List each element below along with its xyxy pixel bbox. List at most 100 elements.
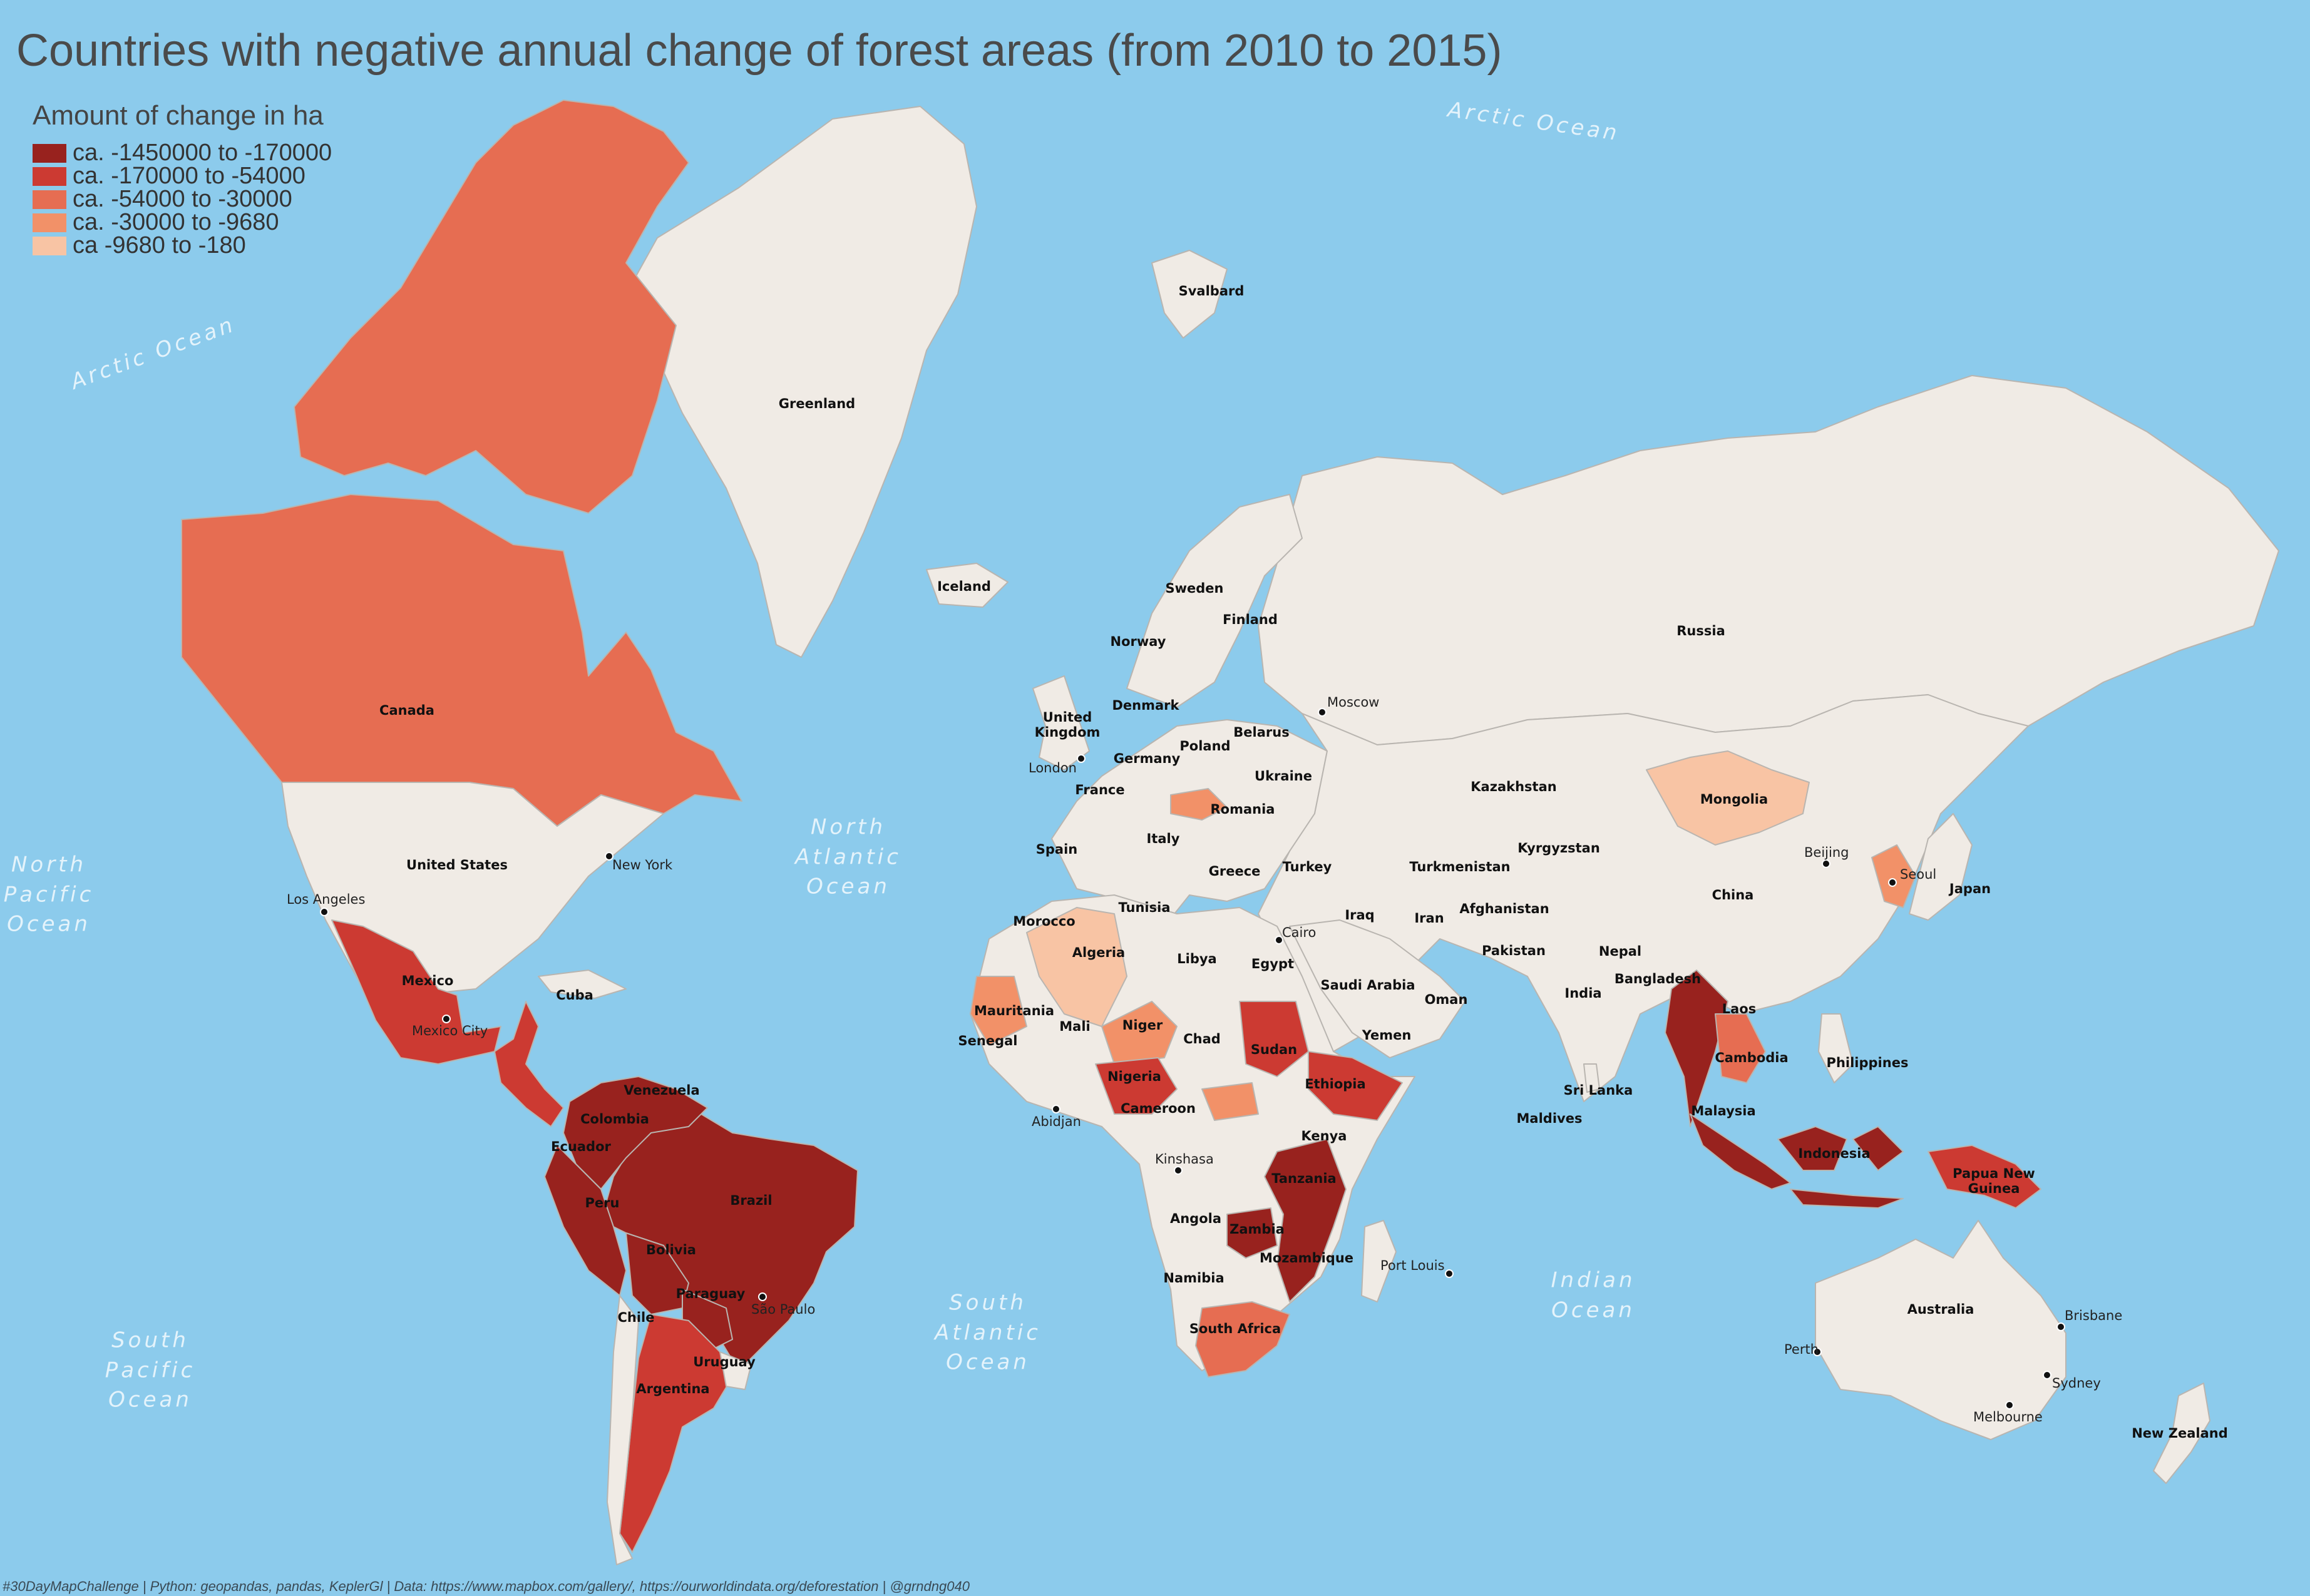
ocean-label-south-atlantic: South Atlantic Ocean: [935, 1290, 1041, 1375]
city-marker: [1445, 1269, 1454, 1278]
city-marker: [2043, 1371, 2051, 1379]
country-label-mali: Mali: [1059, 1018, 1091, 1034]
country-label-pakistan: Pakistan: [1482, 943, 1546, 958]
country-tanzania-mozambique[interactable]: [1264, 1138, 1347, 1302]
country-zambia[interactable]: [1226, 1207, 1278, 1259]
legend-swatch: [33, 236, 66, 255]
country-label-japan: Japan: [1949, 881, 1991, 896]
city-marker: [2005, 1401, 2014, 1409]
ocean-label-north-atlantic: North Atlantic Ocean: [795, 814, 901, 899]
country-label-spain: Spain: [1035, 841, 1078, 857]
country-congo-basin[interactable]: [1201, 1082, 1259, 1121]
legend-label: ca. -54000 to -30000: [73, 186, 292, 212]
country-label-mozambique: Mozambique: [1259, 1250, 1354, 1266]
country-australia[interactable]: [1815, 1220, 2066, 1440]
legend-swatch: [33, 143, 66, 163]
city-marker: [758, 1292, 767, 1301]
country-japan[interactable]: [1909, 813, 1973, 921]
country-label-algeria: Algeria: [1072, 944, 1126, 960]
country-label-canada: Canada: [379, 702, 434, 718]
country-romania[interactable]: [1170, 788, 1228, 821]
legend-label: ca. -1450000 to -170000: [73, 140, 332, 166]
country-indonesia[interactable]: [1690, 1113, 1904, 1209]
city-marker: [1888, 878, 1897, 887]
country-label-nigeria: Nigeria: [1107, 1068, 1161, 1084]
country-cuba[interactable]: [538, 969, 627, 999]
city-marker: [1174, 1166, 1183, 1175]
country-label-paraguay: Paraguay: [675, 1286, 746, 1301]
ocean-label-indian: Indian Ocean: [1551, 1267, 1636, 1322]
city-marker: [1052, 1105, 1060, 1113]
country-label-chad: Chad: [1183, 1031, 1221, 1046]
country-label-ethiopia: Ethiopia: [1305, 1076, 1366, 1092]
country-label-india: India: [1564, 985, 1602, 1001]
country-label-new-zealand: New Zealand: [2132, 1425, 2228, 1441]
country-label-united-kingdom: United Kingdom: [1034, 709, 1101, 740]
country-label-ukraine: Ukraine: [1255, 768, 1312, 784]
country-chile[interactable]: [607, 1295, 639, 1565]
city-marker: [1318, 708, 1327, 717]
country-label-sweden: Sweden: [1165, 580, 1224, 596]
country-label-bolivia: Bolivia: [646, 1242, 696, 1257]
city-label-cairo: Cairo: [1282, 925, 1317, 940]
country-label-tanzania: Tanzania: [1271, 1170, 1337, 1186]
country-mauritania[interactable]: [970, 976, 1027, 1046]
svalbard: [1151, 250, 1228, 339]
country-label-peru: Peru: [585, 1195, 620, 1210]
country-label-greenland: Greenland: [778, 396, 856, 411]
country-label-afghanistan: Afghanistan: [1459, 901, 1549, 916]
country-cambodia-laos[interactable]: [1715, 1013, 1766, 1083]
country-sri-lanka: [1583, 1063, 1600, 1093]
country-label-brazil: Brazil: [730, 1192, 773, 1208]
country-label-zambia: Zambia: [1229, 1221, 1285, 1237]
arabia: [1289, 919, 1466, 1058]
country-label-kenya: Kenya: [1301, 1128, 1347, 1143]
country-label-yemen: Yemen: [1362, 1027, 1412, 1043]
city-label-perth: Perth: [1784, 1342, 1819, 1357]
country-label-greece: Greece: [1208, 863, 1261, 879]
country-south-africa[interactable]: [1195, 1301, 1290, 1378]
city-label-london: London: [1029, 760, 1077, 775]
country-niger[interactable]: [1101, 1001, 1178, 1065]
country-sudan[interactable]: [1239, 1001, 1309, 1077]
country-label-sudan: Sudan: [1250, 1041, 1298, 1057]
country-label-egypt: Egypt: [1251, 956, 1295, 971]
country-iceland[interactable]: [926, 563, 1009, 608]
city-label-melbourne: Melbourne: [1973, 1409, 2043, 1425]
country-label-united-states: United States: [406, 857, 508, 872]
country-korea[interactable]: [1871, 844, 1916, 908]
country-mongolia[interactable]: [1646, 750, 1810, 846]
city-marker: [1813, 1348, 1822, 1356]
city-label-beijing: Beijing: [1804, 845, 1849, 860]
legend-item: ca -9680 to -180: [33, 232, 332, 258]
country-madagascar: [1361, 1220, 1397, 1302]
country-papua-new-guinea[interactable]: [1928, 1145, 2041, 1209]
country-colombia-venezuela[interactable]: [563, 1076, 708, 1190]
country-new-zealand[interactable]: [2153, 1383, 2210, 1484]
country-mexico[interactable]: [331, 919, 501, 1065]
country-ethiopia[interactable]: [1308, 1051, 1403, 1121]
country-algeria[interactable]: [1026, 907, 1127, 1027]
scandinavia: [1126, 494, 1303, 708]
country-label-iceland: Iceland: [937, 578, 991, 594]
country-philippines[interactable]: [1818, 1013, 1854, 1083]
country-uruguay[interactable]: [719, 1351, 752, 1390]
country-label-mexico: Mexico: [401, 973, 454, 988]
country-label-namibia: Namibia: [1163, 1270, 1224, 1286]
footer-credits: #30DayMapChallenge | Python: geopandas, …: [3, 1578, 970, 1594]
country-nigeria[interactable]: [1095, 1057, 1178, 1115]
country-label-mauritania: Mauritania: [973, 1003, 1055, 1018]
country-label-sri-lanka: Sri Lanka: [1563, 1082, 1633, 1098]
central-america: [494, 1001, 564, 1127]
country-myanmar-thailand[interactable]: [1665, 969, 1728, 1127]
legend-swatch: [33, 213, 66, 232]
city-label-new-york: New York: [612, 857, 673, 872]
country-label-tunisia: Tunisia: [1118, 899, 1171, 915]
country-label-philippines: Philippines: [1826, 1055, 1909, 1070]
ocean-label-north-pacific: North Pacific Ocean: [3, 852, 95, 937]
country-label-south-africa: South Africa: [1189, 1321, 1281, 1336]
country-label-nepal: Nepal: [1598, 943, 1642, 959]
country-label-bangladesh: Bangladesh: [1614, 971, 1702, 986]
